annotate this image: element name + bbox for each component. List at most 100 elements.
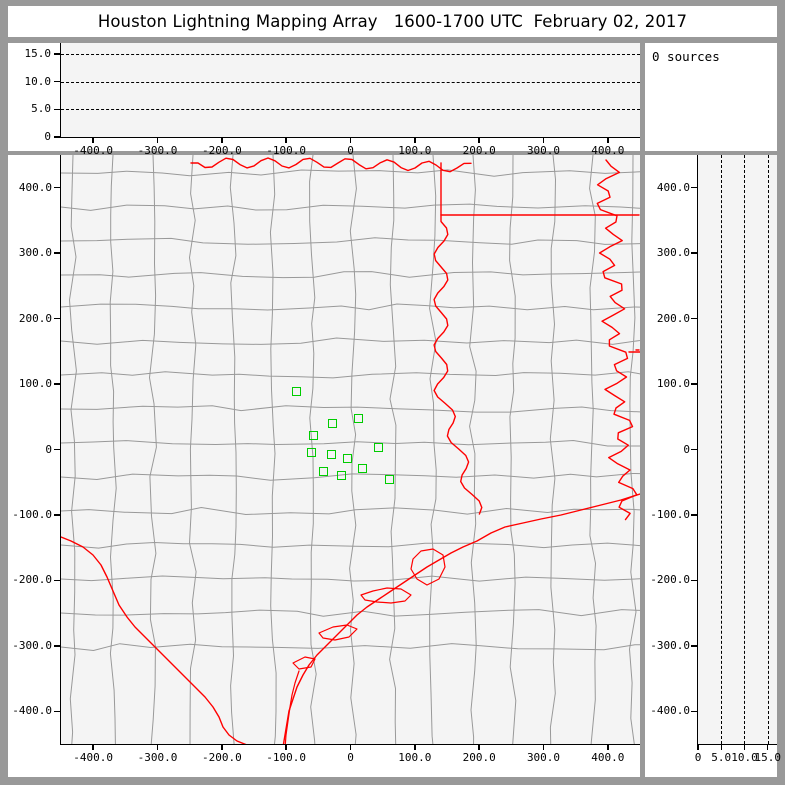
lma-station-marker: [307, 448, 317, 458]
county-boundary: [61, 303, 640, 311]
lma-station-marker: [318, 467, 328, 477]
grid-line-horizontal: [61, 81, 640, 83]
x-axis-tick-label: 5.0: [711, 751, 732, 764]
y-axis-tick-label: 100.0: [656, 377, 690, 391]
y-axis-tick: [54, 514, 61, 516]
county-boundary: [189, 155, 197, 744]
y-axis-tick: [54, 108, 61, 111]
y-axis-tick: [691, 710, 698, 712]
y-axis-tick: [691, 645, 698, 647]
county-boundary: [61, 542, 640, 549]
lma-station-marker: [342, 453, 352, 463]
county-boundary: [229, 155, 237, 744]
altitude-vs-distance-panel: 0 5.0 10.0 15.0 -400.0 -300.0 -200.0 -100.0 0 100…: [8, 43, 640, 157]
border-rio-grande: [61, 536, 247, 744]
county-boundary: [149, 155, 157, 744]
county-boundary: [61, 405, 640, 413]
x-axis-tick: [156, 137, 159, 143]
y-axis-tick: [54, 710, 61, 712]
county-boundary: [309, 155, 317, 744]
county-boundary: [509, 155, 517, 744]
y-axis-tick: [691, 383, 698, 385]
y-axis-tick-label: -300.0: [12, 638, 52, 652]
y-axis-tick-label: 0: [44, 130, 51, 143]
y-axis-tick-label: -300.0: [650, 638, 690, 652]
y-axis-tick: [54, 81, 61, 83]
y-axis-tick: [54, 579, 61, 582]
x-axis-tick: [542, 744, 545, 750]
y-axis-tick: [691, 317, 698, 320]
altitude-vs-northing-panel: -400.0 -300.0 -200.0 -100.0 0 100.0 200.0 300.0…: [645, 155, 781, 777]
x-axis-tick: [221, 137, 223, 143]
y-axis-tick: [691, 514, 698, 516]
y-axis-tick-label: 0: [45, 442, 52, 456]
title-bar: Houston Lightning Mapping Array 1600-170…: [8, 6, 777, 37]
y-axis-tick: [54, 383, 61, 385]
county-boundary: [109, 155, 117, 744]
altitude-vs-distance-plot: [61, 43, 640, 137]
bay-corpus: [292, 656, 316, 670]
plan-view-map-panel: -400.0 -300.0 -200.0 -100.0 0 100.0 200.0 300.0…: [8, 155, 640, 777]
x-axis-tick-label: -400.0: [73, 751, 114, 764]
county-boundary: [69, 155, 77, 744]
county-boundary: [349, 155, 357, 744]
page-title: Houston Lightning Mapping Array 1600-170…: [97, 12, 688, 31]
y-axis-tick-label: -200.0: [12, 573, 52, 587]
x-axis-tick: [720, 744, 722, 750]
x-axis-tick: [607, 744, 609, 750]
x-axis-tick-label: 0: [347, 144, 354, 157]
x-axis-tick-label: -400.0: [73, 144, 114, 157]
x-axis-tick-label: 300.0: [526, 751, 561, 764]
y-axis-tick-label: 300.0: [656, 246, 690, 260]
lma-station-marker: [357, 463, 367, 473]
grid-line-horizontal: [61, 54, 640, 56]
county-boundary: [61, 609, 640, 617]
y-axis-tick-label: 400.0: [656, 180, 690, 194]
grid-line-vertical: [744, 155, 746, 744]
y-axis-tick: [54, 187, 61, 189]
x-axis-tick: [349, 137, 352, 143]
altitude-vs-northing-plot: [698, 155, 777, 744]
x-axis-tick-label: 400.0: [591, 144, 625, 157]
x-axis-tick: [607, 137, 609, 143]
y-axis-tick-label: 0: [683, 442, 690, 456]
x-axis-tick-label: 100.0: [398, 144, 432, 157]
county-boundary: [61, 507, 640, 515]
x-axis-tick: [156, 744, 159, 750]
state-boundary-mississippi-river: [596, 159, 638, 521]
county-boundary: [429, 155, 437, 744]
county-boundary: [61, 203, 640, 211]
bay-matagorda: [318, 624, 358, 641]
x-axis-tick: [414, 744, 416, 750]
x-axis-line: [697, 744, 777, 746]
barrier-island: [284, 670, 300, 744]
lma-station-marker: [308, 430, 318, 440]
map-geography: [61, 155, 640, 744]
x-axis-tick: [349, 744, 352, 750]
county-boundary: [61, 337, 640, 345]
y-axis-tick-label: -400.0: [650, 704, 690, 718]
lma-station-marker: [291, 387, 301, 397]
lma-station-marker: [327, 419, 337, 429]
lma-station-marker: [326, 450, 336, 460]
y-axis-tick-label: 200.0: [656, 311, 690, 325]
y-axis-tick-label: 15.0: [24, 47, 52, 61]
x-axis-tick: [542, 137, 545, 143]
y-axis-tick-label: -200.0: [650, 573, 690, 587]
state-boundary-red-river: [190, 157, 472, 173]
y-axis-tick-label: -100.0: [650, 507, 690, 521]
county-boundary: [629, 155, 637, 744]
x-axis-tick: [478, 744, 480, 750]
x-axis-tick-label: 200.0: [462, 751, 496, 764]
x-axis-tick-label: -200.0: [201, 144, 242, 157]
y-axis-tick: [54, 136, 61, 138]
x-axis-tick-label: 15.0: [754, 751, 781, 764]
state-boundary-sabine: [433, 214, 483, 515]
grid-line-vertical: [767, 155, 769, 744]
y-axis-tick: [691, 579, 698, 582]
y-axis-tick-label: 300.0: [18, 246, 52, 260]
grid-line-vertical: [721, 155, 723, 744]
lma-station-marker: [336, 471, 346, 481]
county-boundary: [61, 473, 640, 481]
x-axis-tick: [92, 744, 94, 750]
